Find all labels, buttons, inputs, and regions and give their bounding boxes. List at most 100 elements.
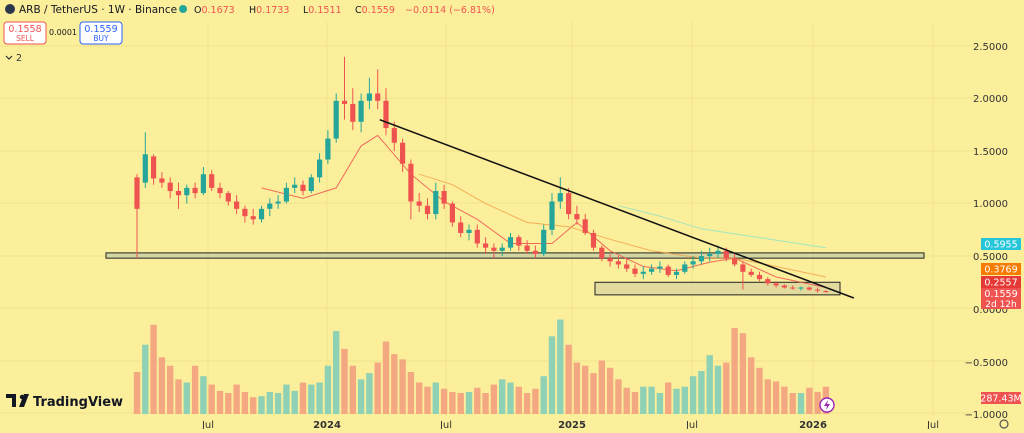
volume-bar (490, 384, 498, 414)
candle-body (557, 193, 563, 202)
volume-bar (565, 344, 572, 414)
x-tick: Jul (685, 420, 698, 429)
svg-text:BUY: BUY (93, 34, 109, 43)
y-tick: 2.5000 (973, 42, 1008, 53)
candle-body (740, 264, 746, 272)
candle-body (424, 205, 431, 215)
svg-text:0.1558: 0.1558 (8, 24, 41, 35)
volume-bar (440, 388, 448, 414)
volume-bar (216, 390, 224, 414)
candle-body (815, 289, 821, 291)
price-label-slow-ma: 0.5955 (981, 238, 1021, 251)
support-zone (105, 252, 925, 259)
candle-body (698, 256, 704, 262)
market-status-icon (179, 5, 187, 13)
candle-body (665, 266, 671, 275)
volume-bar (357, 379, 365, 414)
volume-bar (366, 373, 373, 414)
volume-bar (200, 376, 207, 414)
volume-bar (299, 382, 307, 414)
time-axis[interactable]: Jul 2024 Jul 2025 Jul 2026 Jul (201, 420, 939, 431)
volume-bar (457, 393, 464, 414)
candle-body (773, 283, 779, 286)
buy-button[interactable]: 0.1559 BUY (79, 21, 123, 45)
volume-bar (623, 387, 630, 414)
price-label-last: 0.1559 2d 12h (981, 288, 1021, 310)
svg-text:C0.1559: C0.1559 (355, 5, 395, 16)
volume-bar (183, 382, 190, 414)
volume-bar (515, 386, 522, 414)
symbol-header[interactable]: ARB / TetherUS · 1W · Binance (5, 4, 187, 16)
volume-layer (133, 319, 830, 414)
volume-bar (142, 344, 149, 414)
candle-body (242, 208, 248, 217)
volume-bar (582, 365, 589, 414)
volume-bar (714, 365, 722, 414)
arb-logo-icon (5, 4, 15, 14)
volume-bar (673, 388, 680, 414)
svg-text:287.43M: 287.43M (980, 394, 1021, 405)
volume-bar (374, 362, 381, 414)
y-tick: 0.5000 (973, 252, 1008, 263)
candle-body (275, 201, 281, 204)
candle-body (441, 191, 447, 204)
volume-bar (258, 396, 265, 414)
svg-text:0.2557: 0.2557 (984, 278, 1017, 289)
candle-body (234, 201, 240, 209)
settings-gear-icon[interactable] (999, 419, 1009, 429)
candle-body (333, 100, 339, 139)
volume-bar (308, 384, 315, 414)
spread-value: 0.0001 (49, 28, 77, 37)
svg-text:0.1559: 0.1559 (984, 289, 1017, 300)
y-tick: 0.0000 (973, 305, 1008, 316)
x-tick: Jul (439, 420, 452, 429)
moving-average-layer (261, 134, 827, 288)
x-tick: 2026 (799, 420, 827, 429)
volume-bar (158, 357, 166, 414)
volume-bar (756, 367, 763, 414)
candle-body (283, 187, 289, 202)
trendline-layer[interactable] (379, 118, 855, 299)
candle-body (615, 261, 621, 265)
candle-body (433, 191, 439, 215)
volume-bar (274, 393, 282, 414)
volume-bar (150, 324, 157, 414)
svg-text:O0.1673: O0.1673 (194, 5, 235, 16)
volume-bar (191, 365, 199, 414)
candle-body (491, 247, 497, 251)
volume-bar (499, 379, 506, 414)
volume-bar (391, 354, 398, 414)
sell-button[interactable]: 0.1558 SELL (3, 21, 47, 45)
candle-body (806, 287, 812, 290)
volume-bar (167, 365, 174, 414)
candle-body (466, 229, 472, 233)
price-axis[interactable]: 2.5000 2.0000 1.5000 1.0000 0.5000 0.000… (965, 42, 1008, 421)
volume-bar (640, 386, 647, 414)
candle-body (507, 237, 514, 248)
volume-bar (797, 393, 805, 414)
bar-countdown: 2d 12h (985, 300, 1016, 310)
tradingview-logo[interactable]: TradingView (6, 394, 123, 410)
volume-bar (606, 367, 614, 414)
candle-body (541, 229, 547, 254)
volume-bar (615, 379, 622, 414)
svg-text:SELL: SELL (16, 34, 35, 43)
volume-bar (681, 386, 688, 414)
volume-bar (266, 391, 273, 414)
candle-body (574, 214, 580, 220)
volume-bar (706, 355, 713, 414)
candle-body (167, 182, 173, 192)
volume-bar (225, 393, 232, 414)
lightning-icon[interactable] (819, 397, 835, 413)
candle-body (258, 208, 265, 220)
volume-bar (474, 387, 481, 414)
candle-body (690, 261, 696, 265)
candle-body (325, 138, 331, 160)
candle-body (350, 103, 356, 122)
volume-bar (698, 370, 705, 414)
y-tick: −0.5000 (965, 358, 1008, 369)
volume-bar (656, 393, 664, 414)
indicators-toggle[interactable]: 2 (5, 53, 22, 64)
chevron-down-icon (5, 55, 13, 60)
